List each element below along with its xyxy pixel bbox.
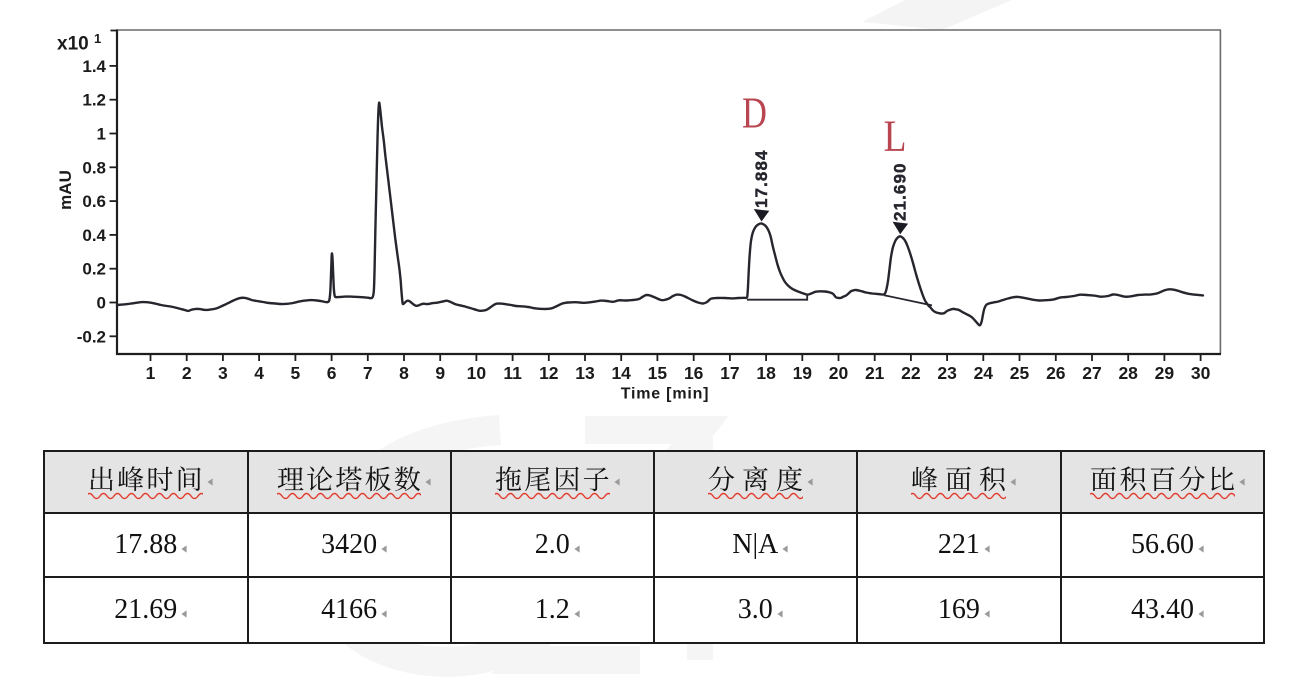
svg-text:17: 17 bbox=[720, 363, 739, 383]
svg-text:21: 21 bbox=[865, 363, 885, 383]
svg-text:Time [min]: Time [min] bbox=[621, 386, 710, 403]
svg-text:13: 13 bbox=[575, 363, 595, 383]
svg-text:11: 11 bbox=[503, 363, 522, 383]
svg-text:1: 1 bbox=[94, 31, 101, 46]
svg-text:30: 30 bbox=[1191, 363, 1211, 383]
svg-text:3: 3 bbox=[218, 363, 228, 383]
svg-text:9: 9 bbox=[435, 363, 445, 383]
svg-text:0.6: 0.6 bbox=[82, 192, 106, 211]
svg-text:25: 25 bbox=[1010, 363, 1030, 383]
svg-text:22: 22 bbox=[901, 363, 921, 383]
svg-text:x10: x10 bbox=[57, 34, 89, 55]
svg-text:7: 7 bbox=[363, 363, 373, 383]
svg-text:0.2: 0.2 bbox=[82, 260, 106, 279]
svg-text:28: 28 bbox=[1118, 363, 1138, 383]
svg-text:27: 27 bbox=[1082, 363, 1101, 383]
svg-text:0.4: 0.4 bbox=[82, 226, 106, 245]
svg-text:6: 6 bbox=[327, 363, 337, 383]
svg-text:1.4: 1.4 bbox=[82, 57, 106, 76]
svg-text:23: 23 bbox=[937, 363, 957, 383]
svg-text:20: 20 bbox=[829, 363, 849, 383]
svg-text:21.690: 21.690 bbox=[891, 162, 910, 221]
svg-text:4: 4 bbox=[254, 363, 264, 383]
svg-text:17.884: 17.884 bbox=[752, 149, 771, 208]
svg-text:0.8: 0.8 bbox=[82, 158, 106, 177]
svg-text:24: 24 bbox=[974, 363, 994, 383]
svg-text:mAU: mAU bbox=[56, 170, 75, 210]
svg-text:2: 2 bbox=[182, 363, 192, 383]
svg-text:12: 12 bbox=[539, 363, 559, 383]
svg-text:1.2: 1.2 bbox=[82, 91, 106, 110]
svg-text:19: 19 bbox=[793, 363, 813, 383]
svg-text:1: 1 bbox=[146, 363, 156, 383]
svg-text:L: L bbox=[884, 112, 907, 160]
svg-text:26: 26 bbox=[1046, 363, 1066, 383]
svg-text:8: 8 bbox=[399, 363, 409, 383]
svg-text:5: 5 bbox=[291, 363, 301, 383]
svg-text:D: D bbox=[742, 88, 767, 137]
svg-text:-0.2: -0.2 bbox=[77, 327, 106, 346]
svg-text:10: 10 bbox=[467, 363, 487, 383]
svg-text:18: 18 bbox=[756, 363, 776, 383]
svg-text:0: 0 bbox=[97, 294, 106, 313]
svg-text:15: 15 bbox=[648, 363, 668, 383]
svg-text:1: 1 bbox=[97, 125, 106, 144]
svg-text:29: 29 bbox=[1155, 363, 1175, 383]
svg-text:16: 16 bbox=[684, 363, 704, 383]
svg-text:14: 14 bbox=[611, 363, 631, 383]
